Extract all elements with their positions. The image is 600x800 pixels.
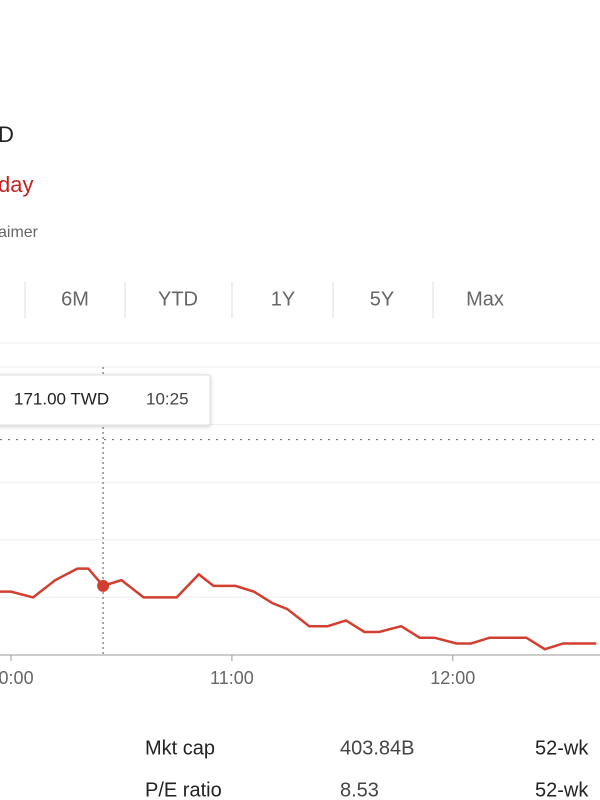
tooltip-time: 10:25 [146,389,189,408]
range-tab[interactable]: Max [466,288,504,310]
change-fragment: day [0,172,33,197]
x-tick-label: 11:00 [210,668,254,688]
tooltip-price: 171.00 TWD [14,389,109,408]
hover-point [97,579,110,592]
disclaimer-fragment[interactable]: aimer [0,224,39,241]
price-line [0,567,597,651]
stat-label: 52-wk [535,779,589,800]
stat-value: 403.84B [340,737,415,759]
x-tick-label: 12:00 [430,668,475,688]
x-tick-label: 10:00 [0,668,34,688]
stat-value: 8.53 [340,779,379,800]
stat-label: P/E ratio [145,779,222,800]
range-tab[interactable]: 6M [61,288,89,310]
range-tab[interactable]: 1Y [271,288,295,310]
currency-fragment: D [0,122,14,147]
stat-label: 52-wk [535,737,589,759]
stat-label: Mkt cap [145,737,215,759]
tab-separators [24,282,434,318]
range-tab[interactable]: 5Y [370,288,394,310]
range-tab[interactable]: YTD [158,288,198,310]
tooltip-box [0,374,211,426]
